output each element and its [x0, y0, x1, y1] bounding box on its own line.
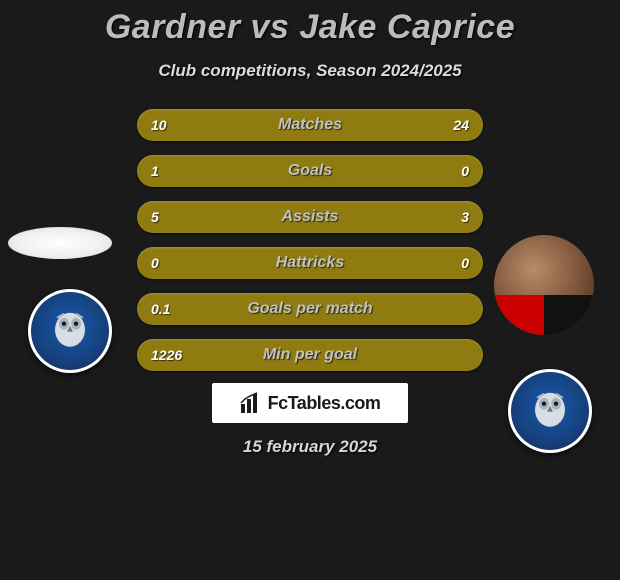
stat-row: 1226 Min per goal — [137, 339, 483, 371]
stat-row: 10 Matches 24 — [137, 109, 483, 141]
stat-row: 0.1 Goals per match — [137, 293, 483, 325]
stat-left-value: 0.1 — [151, 301, 191, 317]
stat-label: Matches — [278, 116, 342, 134]
stat-label: Goals per match — [247, 300, 372, 318]
comparison-card: Gardner vs Jake Caprice Club competition… — [0, 0, 620, 457]
brand-badge[interactable]: FcTables.com — [212, 383, 408, 423]
page-title: Gardner vs Jake Caprice — [0, 8, 620, 47]
stats-area: 10 Matches 24 1 Goals 0 5 Assists 3 0 Hattricks 0 0.… — [0, 109, 620, 379]
stat-right-value: 0 — [429, 255, 469, 271]
stat-left-value: 1 — [151, 163, 191, 179]
stat-left-value: 0 — [151, 255, 191, 271]
club-badge-left — [28, 289, 112, 373]
bar-chart-icon — [240, 392, 262, 414]
stat-label: Min per goal — [263, 346, 357, 364]
stat-left-value: 1226 — [151, 347, 191, 363]
stat-row: 1 Goals 0 — [137, 155, 483, 187]
brand-text: FcTables.com — [268, 393, 381, 414]
club-badge-right — [508, 369, 592, 453]
stat-row: 0 Hattricks 0 — [137, 247, 483, 279]
stat-left-value: 5 — [151, 209, 191, 225]
stat-label: Hattricks — [276, 254, 344, 272]
player-left-avatar — [8, 227, 112, 259]
stat-label: Goals — [288, 162, 332, 180]
stat-left-value: 10 — [151, 117, 191, 133]
stat-right-value: 24 — [429, 117, 469, 133]
player-right-avatar — [494, 235, 594, 335]
owl-icon — [527, 386, 573, 432]
subtitle: Club competitions, Season 2024/2025 — [0, 61, 620, 81]
stat-right-value: 3 — [429, 209, 469, 225]
stat-right-value: 0 — [429, 163, 469, 179]
stat-label: Assists — [282, 208, 339, 226]
stat-row: 5 Assists 3 — [137, 201, 483, 233]
owl-icon — [47, 306, 93, 352]
